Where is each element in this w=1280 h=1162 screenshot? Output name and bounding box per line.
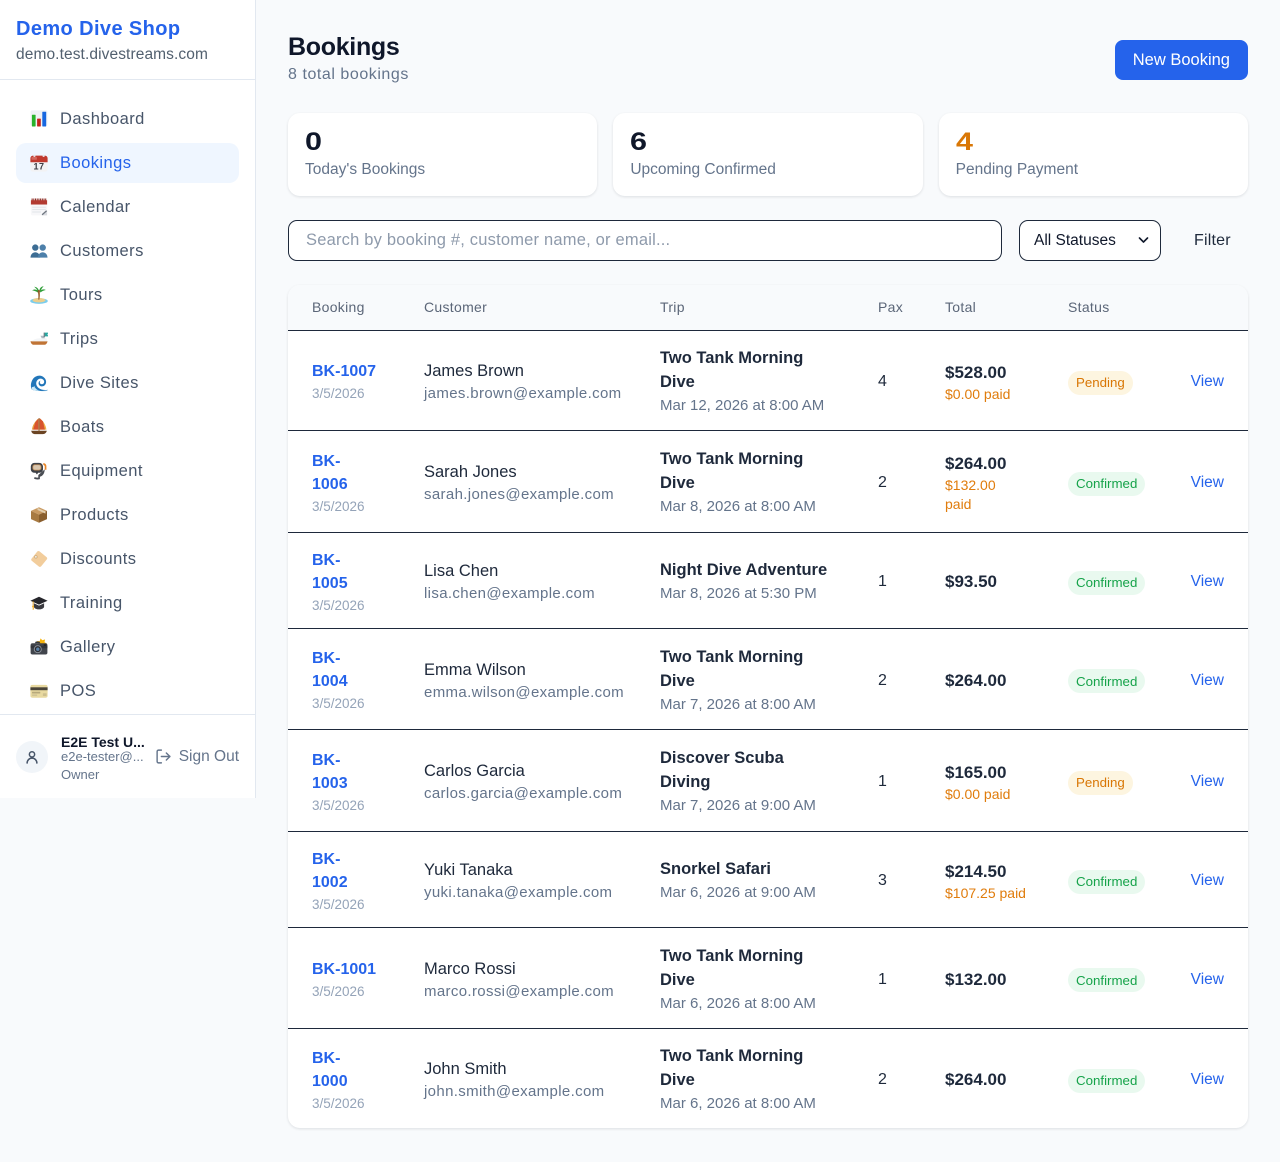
svg-text:17: 17	[34, 162, 45, 172]
